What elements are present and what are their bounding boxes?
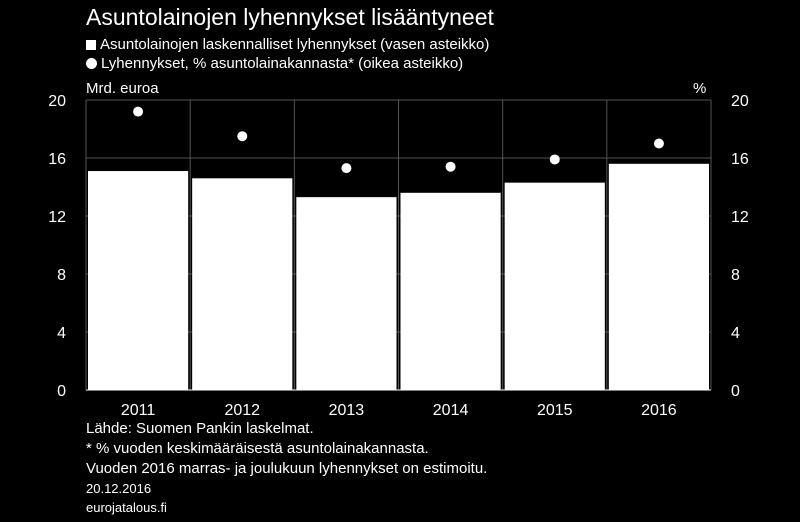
legend-label-dots: Lyhennykset, % asuntolainakannasta* (oik… [101, 55, 464, 72]
bar [504, 182, 605, 390]
left-tick-label: 0 [57, 383, 66, 400]
left-axis-unit: Mrd. euroa [86, 80, 159, 97]
right-tick-label: 0 [731, 383, 740, 400]
left-tick-label: 20 [48, 93, 66, 110]
right-tick-label: 12 [731, 209, 749, 226]
footer-date: 20.12.2016 [86, 481, 152, 496]
bar [296, 197, 397, 390]
x-tick-label: 2012 [224, 402, 260, 419]
chart-title: Asuntolainojen lyhennykset lisääntyneet [86, 4, 494, 30]
bar [608, 163, 709, 390]
data-point [237, 131, 248, 142]
right-tick-label: 4 [731, 325, 740, 342]
right-tick-label: 20 [731, 93, 749, 110]
data-point [445, 161, 456, 172]
bar [88, 171, 189, 390]
x-tick-label: 2011 [121, 402, 156, 419]
legend-item-bars: Asuntolainojen laskennalliset lyhennykse… [86, 36, 489, 53]
left-tick-label: 16 [48, 151, 66, 168]
x-tick-label: 2015 [537, 402, 573, 419]
data-point [549, 154, 560, 165]
footer-note-1: * % vuoden keskimääräisestä asuntolainak… [86, 440, 429, 457]
data-point [133, 106, 144, 117]
circle-marker-icon [86, 58, 97, 69]
data-point [341, 163, 352, 174]
left-tick-label: 12 [48, 209, 66, 226]
footer-site: eurojatalous.fi [86, 500, 167, 515]
bar [400, 192, 501, 390]
right-tick-label: 16 [731, 151, 749, 168]
footer-note-2: Vuoden 2016 marras- ja joulukuun lyhenny… [86, 460, 488, 477]
legend-item-dots: Lyhennykset, % asuntolainakannasta* (oik… [86, 55, 463, 72]
bar [192, 178, 293, 390]
left-tick-label: 8 [57, 267, 66, 284]
square-marker-icon [86, 39, 96, 50]
data-point [653, 138, 664, 149]
x-tick-label: 2013 [329, 402, 365, 419]
footer-source: Lähde: Suomen Pankin laskelmat. [86, 420, 314, 437]
right-axis-unit: % [693, 80, 707, 97]
right-tick-label: 8 [731, 267, 740, 284]
x-tick-label: 2014 [433, 402, 469, 419]
legend-label-bars: Asuntolainojen laskennalliset lyhennykse… [100, 36, 490, 53]
left-tick-label: 4 [57, 325, 66, 342]
x-tick-label: 2016 [641, 402, 677, 419]
